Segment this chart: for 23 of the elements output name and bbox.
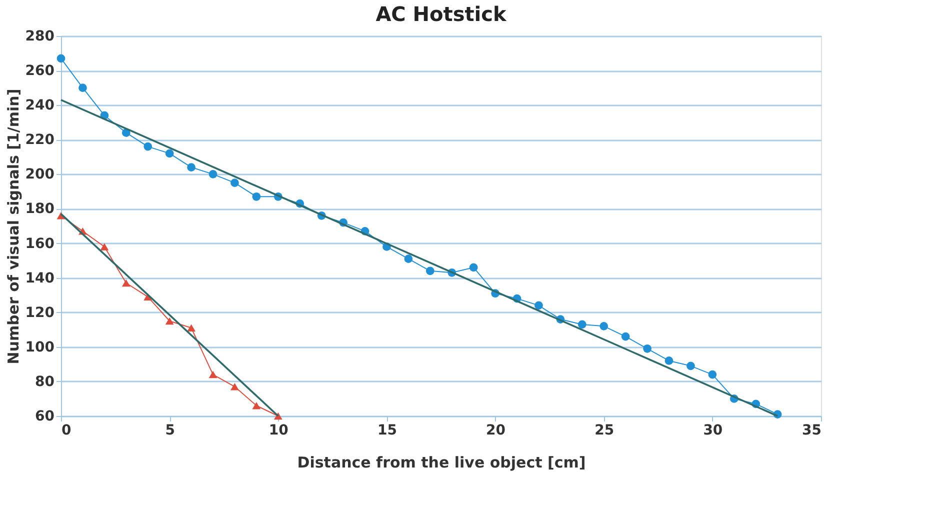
x-tick-label: 15 (377, 422, 397, 438)
y-tick-label: 200 (25, 166, 55, 183)
x-tick-label: 5 (165, 422, 175, 438)
y-tick-label: 240 (25, 98, 55, 114)
y-tick-label: 60 (35, 408, 55, 424)
x-tick-label: 35 (802, 422, 822, 438)
y-tick-label: 80 (35, 374, 55, 390)
y-axis-title: Number of visual signals [1/min] (4, 88, 22, 364)
y-tick-label: 280 (25, 28, 55, 44)
y-tick-label: 220 (25, 132, 55, 148)
y-tick-label: 180 (25, 201, 55, 218)
y-tick-label: 100 (25, 339, 55, 356)
x-tick-label: 10 (268, 422, 289, 438)
y-tick-label: 160 (25, 236, 55, 252)
x-tick-label: 0 (62, 422, 72, 438)
x-tick-label: 25 (594, 422, 614, 438)
x-tick-label: 20 (486, 422, 506, 438)
y-tick-label: 120 (25, 304, 55, 321)
x-tick-label: 30 (703, 422, 723, 438)
chart-title: AC Hotstick (376, 2, 508, 26)
x-axis-title: Distance from the live object [cm] (297, 454, 586, 472)
y-tick-label: 260 (25, 63, 55, 80)
y-tick-label: 140 (25, 270, 55, 286)
